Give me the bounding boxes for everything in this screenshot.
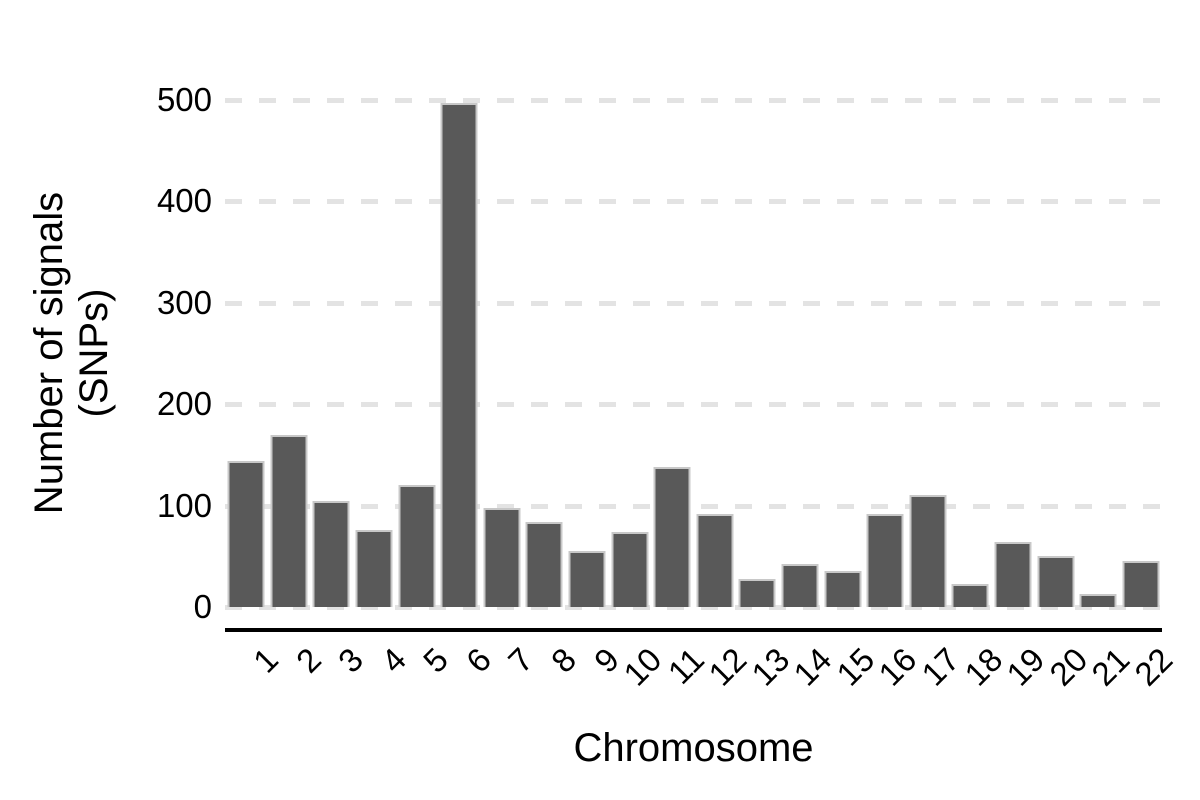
x-tick-label-chr-22: 22	[1127, 640, 1180, 693]
bar-chr-18	[951, 583, 989, 607]
bar-chr-9	[568, 551, 606, 607]
bar-slot-chr-15	[821, 100, 864, 607]
bar-slot-chr-18	[949, 100, 992, 607]
x-tick-label-chr-6: 6	[458, 640, 498, 680]
bar-slot-chr-8	[523, 100, 566, 607]
y-axis-title: Number of signals (SNPs)	[27, 192, 117, 514]
bar-slot-chr-6	[438, 100, 481, 607]
bar-slot-chr-10	[608, 100, 651, 607]
bar-chr-3	[312, 500, 350, 607]
x-tick-label-chr-1: 1	[245, 640, 286, 680]
bar-chr-12	[696, 513, 734, 607]
x-tick-label-chr-4: 4	[373, 640, 413, 680]
bar-slot-chr-9	[566, 100, 609, 607]
bar-slot-chr-19	[992, 100, 1035, 607]
y-axis-title-line1: Number of signals	[27, 191, 72, 515]
y-tick-label-100: 100	[156, 486, 212, 524]
bar-chr-13	[738, 578, 776, 607]
bar-slot-chr-14	[779, 100, 822, 607]
y-tick-label-0: 0	[193, 588, 212, 625]
gridline-y-200	[225, 402, 1162, 408]
x-axis-line	[225, 628, 1162, 632]
x-tick-label-chr-2: 2	[288, 640, 328, 680]
bar-slot-chr-17	[906, 100, 949, 607]
bar-chr-6	[440, 103, 478, 607]
y-tick-label-300: 300	[156, 283, 212, 321]
x-tick-label-chr-5: 5	[416, 640, 456, 680]
bar-slot-chr-20	[1034, 100, 1077, 607]
bar-chr-19	[994, 542, 1032, 607]
bar-chr-7	[483, 507, 521, 607]
plot-area	[225, 98, 1162, 610]
gridline-y-0	[225, 605, 1162, 610]
bar-slot-chr-12	[694, 100, 737, 607]
bar-slot-chr-13	[736, 100, 779, 607]
gridline-y-500	[225, 98, 1162, 103]
bar-chr-22	[1122, 561, 1160, 607]
y-tick-label-500: 500	[156, 81, 212, 118]
bar-slot-chr-16	[864, 100, 907, 607]
y-tick-label-200: 200	[156, 385, 212, 423]
bar-slot-chr-7	[481, 100, 524, 607]
gridline-y-300	[225, 300, 1162, 306]
x-tick-label-chr-10: 10	[616, 640, 669, 693]
bar-chr-8	[525, 521, 563, 607]
bar-slot-chr-4	[353, 100, 396, 607]
bar-slot-chr-1	[225, 100, 268, 607]
bar-chr-2	[270, 434, 308, 607]
bar-slot-chr-3	[310, 100, 353, 607]
y-axis-title-line2: (SNPs)	[72, 288, 116, 418]
bar-chr-4	[355, 529, 393, 607]
bar-slot-chr-11	[651, 100, 694, 607]
x-axis-title: Chromosome	[573, 726, 814, 770]
bar-chr-15	[824, 570, 862, 607]
bar-chr-17	[909, 495, 947, 607]
bar-slot-chr-5	[395, 100, 438, 607]
bar-slot-chr-21	[1077, 100, 1120, 607]
y-tick-label-400: 400	[156, 182, 212, 220]
x-tick-label-chr-8: 8	[544, 640, 584, 680]
bar-chr-1	[227, 460, 265, 607]
bar-chr-16	[866, 513, 904, 607]
bar-chr-20	[1037, 556, 1074, 607]
gridline-y-100	[225, 503, 1162, 509]
bar-chr-14	[781, 564, 819, 607]
bar-chr-21	[1079, 593, 1117, 607]
bar-chr-11	[653, 467, 691, 607]
x-tick-label-chr-7: 7	[501, 640, 541, 680]
gridline-y-400	[225, 199, 1162, 205]
bar-chr-5	[398, 485, 436, 607]
bar-chr-10	[611, 531, 649, 607]
x-tick-label-chr-3: 3	[331, 640, 371, 680]
x-tick-label-chr-9: 9	[586, 640, 626, 680]
bar-slot-chr-2	[268, 100, 311, 607]
bar-slot-chr-22	[1119, 100, 1162, 607]
